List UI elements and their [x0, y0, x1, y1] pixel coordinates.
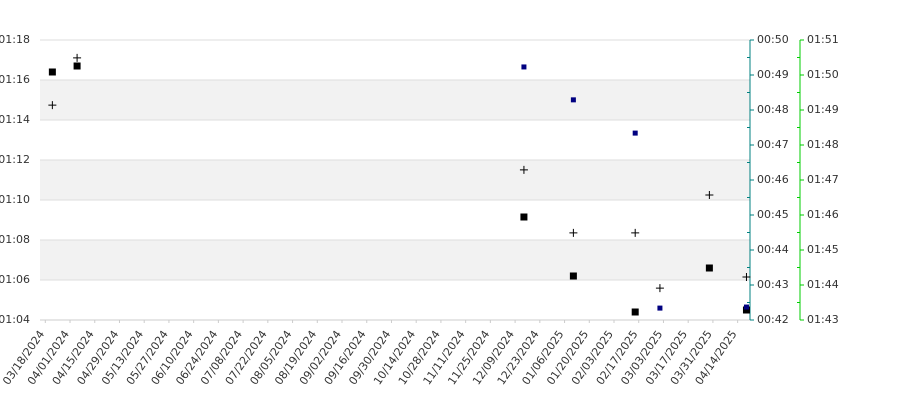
y2-tick-label: 00:47	[757, 138, 789, 151]
y3-tick-label: 01:46	[807, 208, 839, 221]
plus-marker	[73, 53, 82, 62]
plus-marker	[569, 228, 578, 237]
square-marker	[569, 272, 577, 280]
y2-tick-label: 00:42	[757, 313, 789, 326]
square-marker	[743, 304, 749, 310]
y2-tick-label: 00:45	[757, 208, 789, 221]
square-marker	[657, 305, 663, 311]
square-marker	[521, 64, 527, 70]
y3-tick-label: 01:44	[807, 278, 839, 291]
y-tick-label: 01:04	[0, 313, 30, 326]
plus-marker	[519, 165, 528, 174]
y3-tick-label: 01:50	[807, 68, 839, 81]
y-tick-label: 01:06	[0, 273, 30, 286]
y3-tick-label: 01:51	[807, 33, 839, 46]
y-tick-label: 01:14	[0, 113, 30, 126]
plus-marker	[48, 101, 57, 110]
square-marker	[632, 130, 638, 136]
y3-tick-label: 01:43	[807, 313, 839, 326]
y-tick-label: 01:16	[0, 73, 30, 86]
square-marker	[742, 306, 750, 314]
square-marker	[48, 68, 56, 76]
y3-tick-label: 01:45	[807, 243, 839, 256]
grid-band	[40, 80, 750, 120]
y3-tick-label: 01:47	[807, 173, 839, 186]
y3-tick-label: 01:48	[807, 138, 839, 151]
y-tick-label: 01:12	[0, 153, 30, 166]
y2-tick-label: 00:44	[757, 243, 789, 256]
y2-tick-label: 00:46	[757, 173, 789, 186]
square-marker	[570, 97, 576, 103]
y-tick-label: 01:10	[0, 193, 30, 206]
grid-band	[40, 160, 750, 200]
plus-marker	[655, 284, 664, 293]
y2-tick-label: 00:43	[757, 278, 789, 291]
y-tick-label: 01:08	[0, 233, 30, 246]
y2-tick-label: 00:48	[757, 103, 789, 116]
y-tick-label: 01:18	[0, 33, 30, 46]
y2-tick-label: 00:50	[757, 33, 789, 46]
square-marker	[631, 308, 639, 316]
y2-tick-label: 00:49	[757, 68, 789, 81]
square-marker	[73, 62, 81, 70]
plus-marker	[705, 191, 714, 200]
square-marker	[705, 264, 713, 272]
y3-tick-label: 01:49	[807, 103, 839, 116]
plus-marker	[631, 228, 640, 237]
grid-band	[40, 240, 750, 280]
square-marker	[520, 213, 528, 221]
plus-marker	[742, 272, 751, 281]
